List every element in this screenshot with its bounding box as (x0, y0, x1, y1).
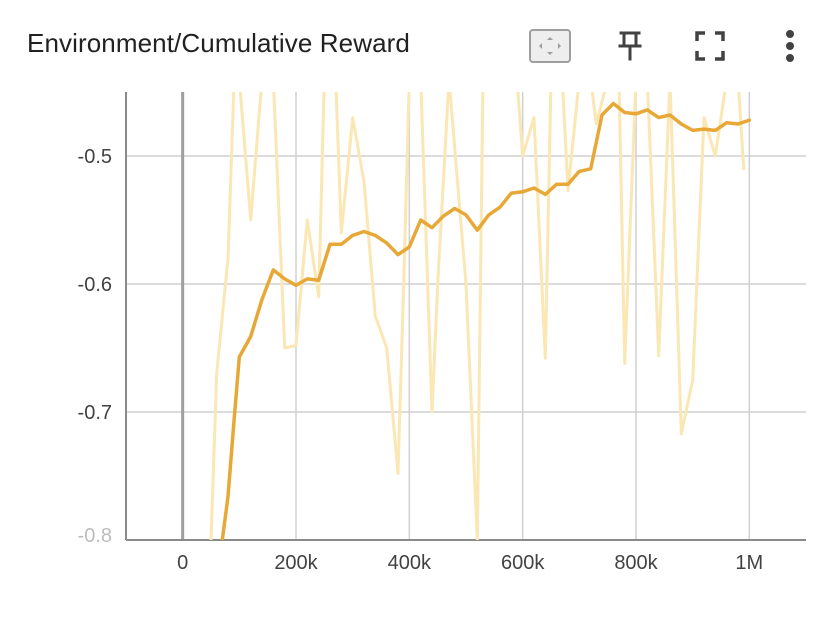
fullscreen-icon (694, 30, 726, 62)
fullscreen-button[interactable] (688, 24, 732, 68)
x-tick-label: 0 (177, 552, 188, 574)
pin-icon (616, 29, 644, 63)
more-options-button[interactable] (768, 24, 812, 68)
fit-domain-icon (528, 28, 572, 64)
chart-title: Environment/Cumulative Reward (27, 28, 410, 58)
smoothed-series-line (220, 101, 752, 540)
x-tick-label: 600k (501, 552, 545, 574)
y-tick-label: -0.8 (78, 525, 112, 547)
raw-series-line (209, 92, 746, 540)
y-tick-label: -0.6 (78, 274, 112, 296)
x-tick-label: 800k (614, 552, 658, 574)
card-header: Environment/Cumulative Reward (0, 0, 832, 92)
x-tick-label: 1M (735, 552, 763, 574)
fit-domain-button[interactable] (528, 24, 572, 68)
x-tick-label: 400k (388, 552, 432, 574)
y-tick-label: -0.5 (78, 146, 112, 168)
y-tick-label: -0.7 (78, 402, 112, 424)
x-tick-label: 200k (274, 552, 318, 574)
pin-button[interactable] (608, 24, 652, 68)
more-vert-icon (784, 28, 796, 64)
